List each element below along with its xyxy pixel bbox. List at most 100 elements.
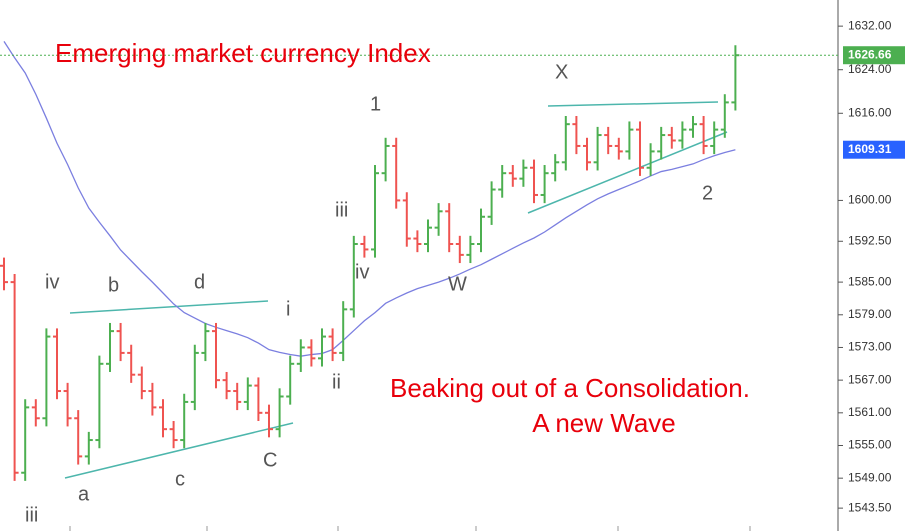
ohlc-bar [530, 159, 538, 204]
ohlc-bar [42, 328, 51, 427]
ohlc-bar [254, 377, 263, 421]
ohlc-bar [307, 339, 316, 367]
ohlc-bar [201, 322, 210, 362]
trendline [64, 422, 294, 479]
y-tick-label: 1632.00 [848, 18, 892, 32]
chart-title: Emerging market currency Index [55, 38, 431, 68]
ohlc-bar [159, 399, 167, 438]
ohlc-bar [74, 410, 83, 465]
ohlc-bar [190, 344, 199, 411]
annotation: A new Wave [532, 408, 676, 438]
ohlc-bar [265, 404, 273, 438]
ohlc-bar [402, 192, 411, 247]
wave-label: 2 [702, 182, 713, 204]
ohlc-bar [646, 143, 655, 176]
wave-label: iii [335, 199, 348, 221]
ohlc-bar [445, 203, 454, 253]
ohlc-bar [95, 355, 104, 449]
y-tick-label: 1616.00 [848, 105, 892, 119]
ohlc-bar [0, 257, 8, 291]
wave-label: ii [332, 371, 341, 393]
ohlc-bar [625, 121, 634, 160]
y-tick-label: 1579.00 [848, 307, 892, 321]
last-price-label: 1626.66 [848, 47, 892, 61]
ohlc-bar [678, 121, 687, 149]
trendlines [64, 101, 728, 479]
ohlc-bar [222, 371, 231, 400]
ohlc-bar [243, 377, 252, 411]
y-tick-label: 1549.00 [848, 470, 892, 484]
wave-label: 1 [370, 93, 381, 115]
ohlc-bar [657, 126, 666, 160]
ohlc-bar [604, 126, 613, 155]
annotation: Beaking out of a Consolidation. [390, 373, 750, 403]
ohlc-bar [233, 382, 242, 411]
wave-label: c [175, 468, 185, 490]
ohlc-bar [275, 388, 284, 438]
wave-label: b [108, 274, 119, 296]
wave-label: iv [45, 271, 59, 293]
wave-label: C [263, 449, 277, 471]
ohlc-bar [180, 393, 189, 449]
ohlc-bar [519, 159, 528, 187]
ohlc-bar [116, 322, 125, 362]
y-tick-label: 1555.00 [848, 438, 892, 452]
ohlc-bar [21, 399, 30, 481]
ohlc-bar [487, 181, 496, 225]
ohlc-bar [53, 328, 61, 400]
last-price-badge [843, 46, 905, 65]
ohlc-bar [699, 116, 708, 155]
ohlc-bar [360, 235, 369, 258]
y-tick-label: 1592.50 [848, 233, 892, 247]
ohlc-bar [455, 235, 464, 264]
y-tick-label: 1567.00 [848, 372, 892, 386]
y-tick-label: 1543.50 [848, 500, 892, 514]
y-tick-label: 1585.00 [848, 274, 892, 288]
ohlc-bar [720, 94, 729, 138]
ohlc-bar [540, 165, 549, 204]
ohlc-bar [413, 230, 422, 253]
ohlc-bar [127, 344, 136, 383]
ohlc-bar [710, 121, 719, 155]
ohlc-bar [614, 137, 623, 160]
wave-label: i [286, 298, 290, 320]
wave-label: X [555, 61, 568, 83]
ma-label: 1609.31 [848, 142, 892, 156]
ohlc-bar [106, 322, 114, 372]
wave-label: d [194, 271, 205, 293]
ohlc-bar [508, 165, 517, 187]
wave-label: iv [355, 261, 369, 283]
ohlc-bar [63, 382, 72, 427]
ohlc-bar [551, 154, 560, 182]
ohlc-bar [10, 273, 19, 481]
ohlc-bar [318, 328, 326, 367]
ohlc-bar [667, 126, 676, 149]
ohlc-bar [593, 126, 602, 171]
wave-label: a [78, 483, 90, 505]
ohlc-bar [349, 235, 358, 318]
ohlc-bar [477, 208, 485, 253]
y-tick-label: 1561.00 [848, 405, 892, 419]
ohlc-bar [424, 219, 432, 253]
ohlc-bar [466, 235, 475, 264]
x-axis-ticks [69, 526, 751, 531]
ohlc-bar [572, 116, 581, 155]
ohlc-bar [689, 116, 697, 138]
ohlc-bar [148, 382, 157, 416]
y-tick-label: 1624.00 [848, 62, 892, 76]
ohlc-bar [371, 165, 379, 258]
trendline [527, 131, 728, 214]
moving-average [3, 41, 736, 357]
ohlc-bar [498, 165, 507, 198]
ohlc-bar [31, 399, 40, 427]
ohlc-bar [169, 420, 178, 449]
trendline [69, 300, 269, 314]
y-tick-label: 1573.00 [848, 340, 892, 354]
ohlc-bar [286, 355, 295, 405]
ohlc-bar [583, 137, 591, 171]
wave-label: iii [25, 504, 38, 526]
ohlc-bar [392, 137, 401, 209]
ma-badge [843, 140, 905, 159]
ohlc-bar [381, 137, 390, 182]
